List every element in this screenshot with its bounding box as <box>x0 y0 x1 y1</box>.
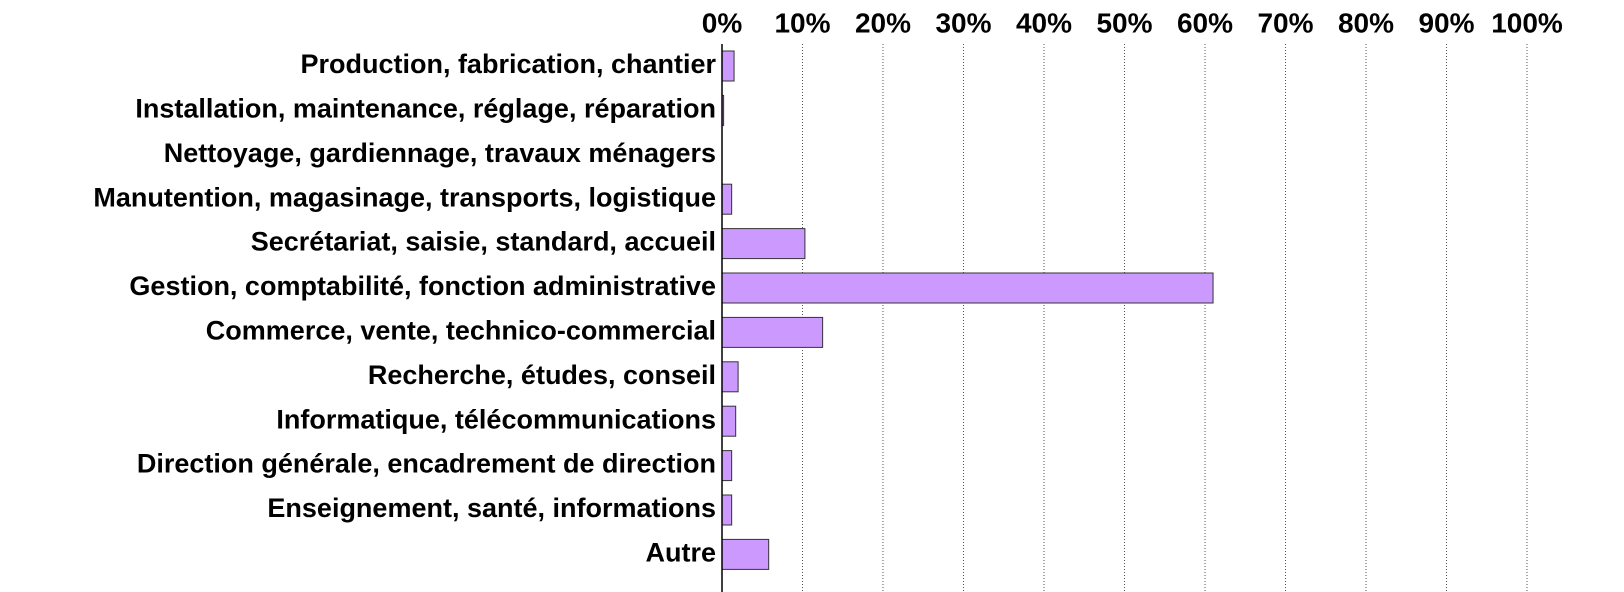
y-tick-label: Recherche, études, conseil <box>368 360 716 390</box>
y-tick-label: Informatique, télécommunications <box>276 404 716 434</box>
x-tick-label: 100% <box>1491 7 1563 38</box>
y-tick-label: Commerce, vente, technico-commercial <box>206 316 716 346</box>
x-tick-label: 90% <box>1418 7 1474 38</box>
bar <box>721 183 733 215</box>
bar <box>721 316 824 348</box>
y-tick-label: Direction générale, encadrement de direc… <box>137 449 716 479</box>
y-tick-label: Gestion, comptabilité, fonction administ… <box>129 271 716 301</box>
x-tick-label: 30% <box>935 7 991 38</box>
x-tick-label: 40% <box>1016 7 1072 38</box>
x-tick-label: 70% <box>1257 7 1313 38</box>
x-tick-label: 80% <box>1338 7 1394 38</box>
x-tick-label: 20% <box>855 7 911 38</box>
y-tick-label: Autre <box>645 538 716 568</box>
y-tick-label: Secrétariat, saisie, standard, accueil <box>251 227 716 257</box>
y-tick-label: Enseignement, santé, informations <box>267 493 716 523</box>
bar <box>721 50 735 82</box>
bar <box>721 361 739 393</box>
y-tick-label: Production, fabrication, chantier <box>300 49 716 79</box>
x-tick-label: 50% <box>1096 7 1152 38</box>
bar <box>721 272 1214 304</box>
y-tick-label: Manutention, magasinage, transports, log… <box>93 182 716 212</box>
bar <box>721 494 733 526</box>
bar <box>721 538 770 570</box>
y-tick-label: Installation, maintenance, réglage, répa… <box>135 94 716 124</box>
bar <box>721 228 806 260</box>
bar <box>721 405 737 437</box>
x-tick-label: 10% <box>774 7 830 38</box>
y-tick-label: Nettoyage, gardiennage, travaux ménagers <box>164 138 716 168</box>
bar <box>721 450 733 482</box>
x-tick-label: 60% <box>1177 7 1233 38</box>
x-tick-label: 0% <box>702 7 743 38</box>
